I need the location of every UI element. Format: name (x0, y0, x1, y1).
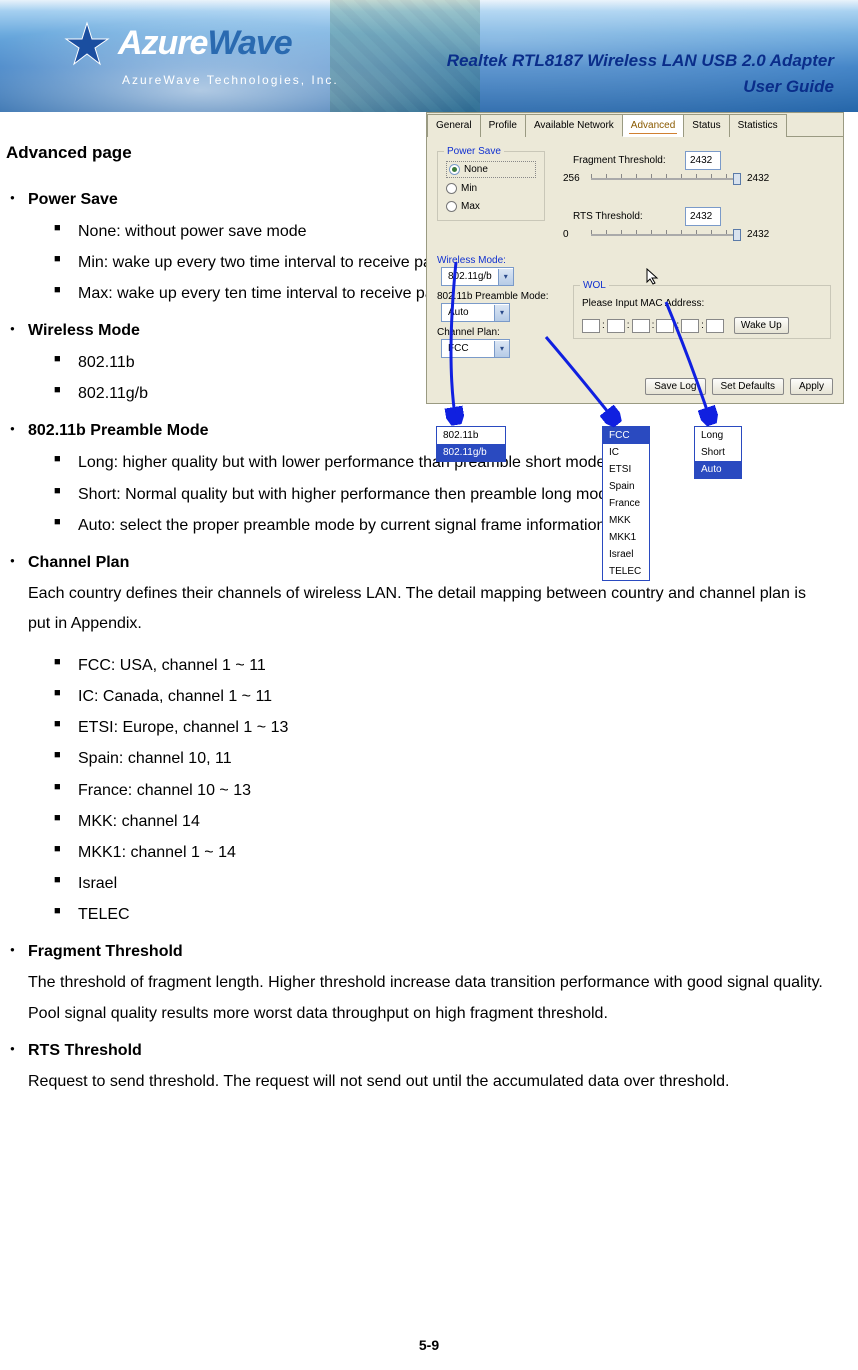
list-item: ETSI: Europe, channel 1 ~ 13 (54, 712, 826, 743)
cursor-icon (646, 268, 662, 286)
section-desc: Each country defines their channels of w… (28, 579, 826, 640)
section-desc: The threshold of fragment length. Higher… (28, 968, 826, 1029)
arrow-annotation (426, 112, 846, 572)
section-desc: Request to send threshold. The request w… (28, 1067, 826, 1097)
document-title: Realtek RTL8187 Wireless LAN USB 2.0 Ada… (447, 48, 834, 99)
logo-text: AzureWave (118, 18, 292, 69)
section-head-rts: RTS Threshold (28, 1042, 142, 1059)
screenshot-panel: General Profile Available Network Advanc… (426, 112, 846, 404)
page-number: 5-9 (0, 1335, 858, 1356)
list-item: TELEC (54, 899, 826, 930)
list-item: MKK: channel 14 (54, 806, 826, 837)
logo-block: AzureWave AzureWave Technologies, Inc. (64, 18, 339, 89)
list-item: FCC: USA, channel 1 ~ 11 (54, 650, 826, 681)
section-head-fragment: Fragment Threshold (28, 943, 183, 960)
list-item: MKK1: channel 1 ~ 14 (54, 837, 826, 868)
header-banner: AzureWave AzureWave Technologies, Inc. R… (0, 0, 858, 112)
list-item: Israel (54, 868, 826, 899)
list-item: France: channel 10 ~ 13 (54, 775, 826, 806)
section-head-preamble: 802.11b Preamble Mode (28, 422, 209, 439)
list-item: IC: Canada, channel 1 ~ 11 (54, 681, 826, 712)
list-item: Spain: channel 10, 11 (54, 743, 826, 774)
section-head-wireless-mode: Wireless Mode (28, 322, 140, 339)
logo-star-icon (64, 21, 110, 67)
section-head-power-save: Power Save (28, 191, 118, 208)
section-head-channel-plan: Channel Plan (28, 554, 129, 571)
logo-subtitle: AzureWave Technologies, Inc. (122, 71, 339, 89)
